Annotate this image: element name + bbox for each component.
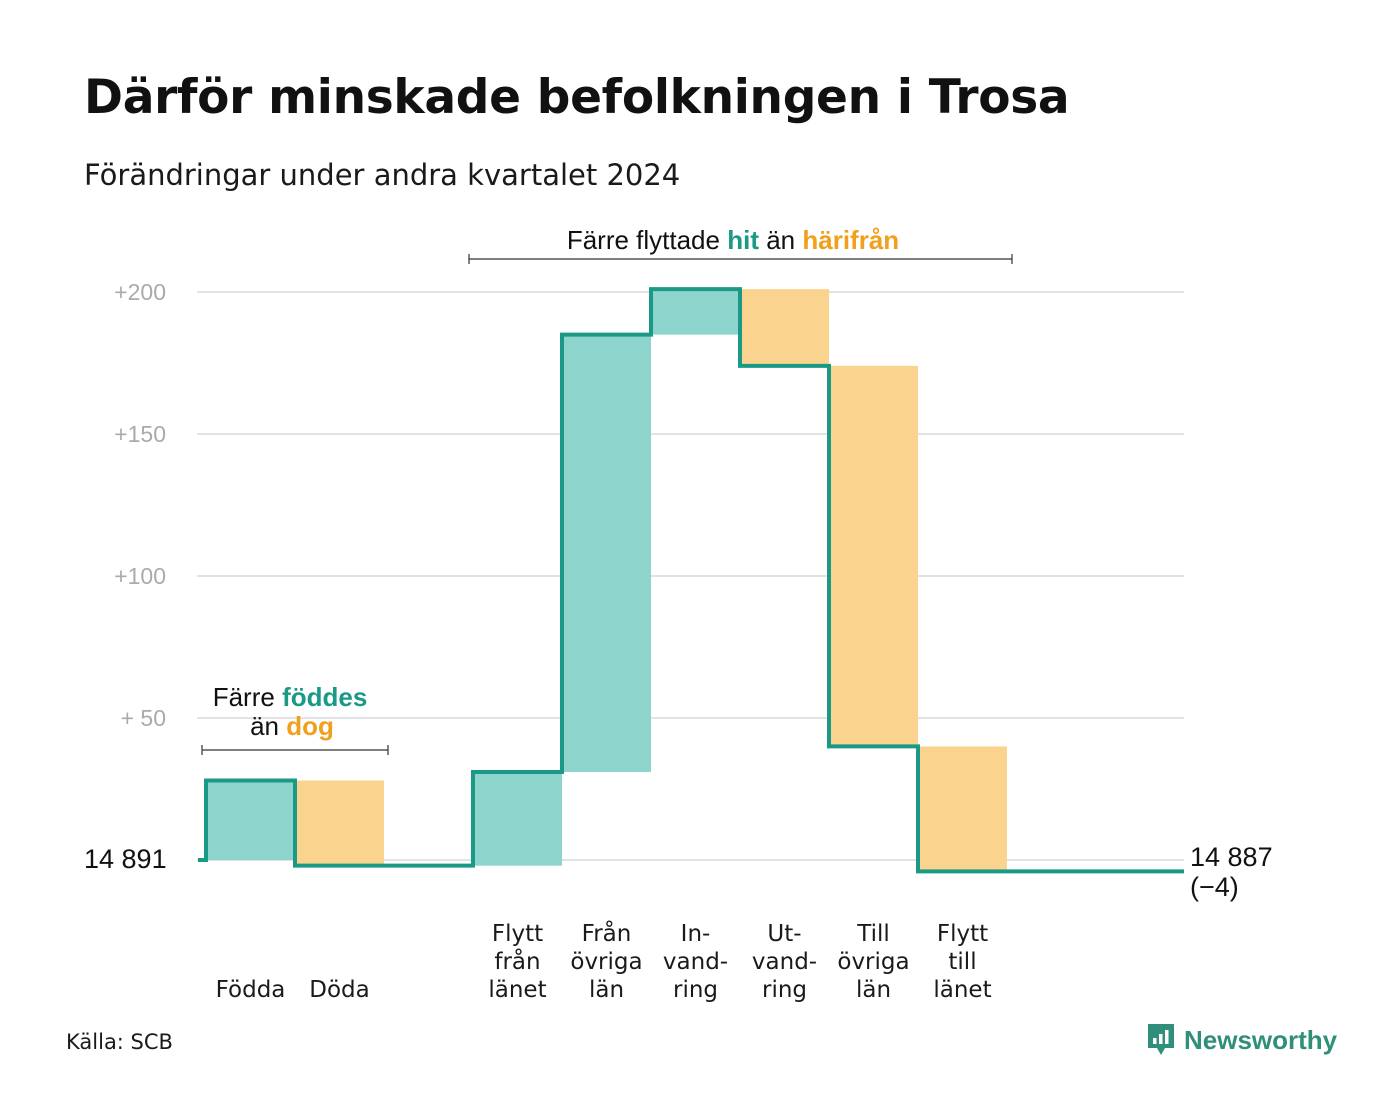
category-label: Till övriga län <box>837 921 909 1003</box>
bar-increase <box>206 780 295 860</box>
step-line <box>198 287 1184 874</box>
logo-text: Newsworthy <box>1184 1024 1338 1055</box>
bar-increase <box>473 771 562 866</box>
moves-annotation-text: Färre flyttade hit än härifrån <box>567 225 899 255</box>
category-label: Från övriga län <box>570 919 642 1003</box>
y-tick-label: +100 <box>114 563 166 589</box>
bars <box>206 289 1007 872</box>
bar-increase <box>562 334 651 772</box>
bar-decrease <box>295 780 384 866</box>
source-note: Källa: SCB <box>66 1030 173 1054</box>
births-annotation-line1: Färre föddes <box>213 682 368 712</box>
step-line-path <box>198 287 1184 874</box>
category-label: Flytt från länet <box>488 921 546 1003</box>
bar-increase <box>651 289 740 335</box>
category-label: Ut-vand-ring <box>752 921 817 1003</box>
page-subtitle: Förändringar under andra kvartalet 2024 <box>84 158 681 192</box>
newsworthy-logo-icon <box>1148 1024 1174 1055</box>
grid-lines <box>197 291 1184 861</box>
newsworthy-logo: Newsworthy <box>1146 1022 1337 1058</box>
births-annotation: Färre föddes än dog <box>201 682 389 755</box>
end-change-label: (−4) <box>1190 872 1239 902</box>
category-labels: Födda Döda Flytt från länet Från övriga län In-v… <box>216 919 992 1003</box>
bar-decrease <box>918 746 1007 872</box>
page-title: Därför minskade befolkningen i Trosa <box>84 70 1070 125</box>
y-tick-label: +150 <box>114 421 166 447</box>
y-tick-label: +200 <box>114 279 166 305</box>
moves-annotation: Färre flyttade hit än härifrån <box>468 225 1013 264</box>
bar-decrease <box>829 365 918 747</box>
births-annotation-bracket <box>201 745 389 755</box>
category-label: Döda <box>309 977 369 1003</box>
bar-decrease <box>740 289 829 366</box>
category-label: Födda <box>216 977 286 1003</box>
births-annotation-line2: än dog <box>250 711 334 741</box>
end-value-label: 14 887 <box>1190 842 1273 872</box>
y-tick-labels: +200 +150 +100 + 50 <box>114 279 166 731</box>
moves-annotation-bracket <box>468 254 1013 264</box>
y-tick-label: + 50 <box>121 705 166 731</box>
start-value-label: 14 891 <box>84 844 167 874</box>
category-label: In-vand-ring <box>663 921 728 1003</box>
category-label: Flytt till länet <box>933 921 991 1003</box>
